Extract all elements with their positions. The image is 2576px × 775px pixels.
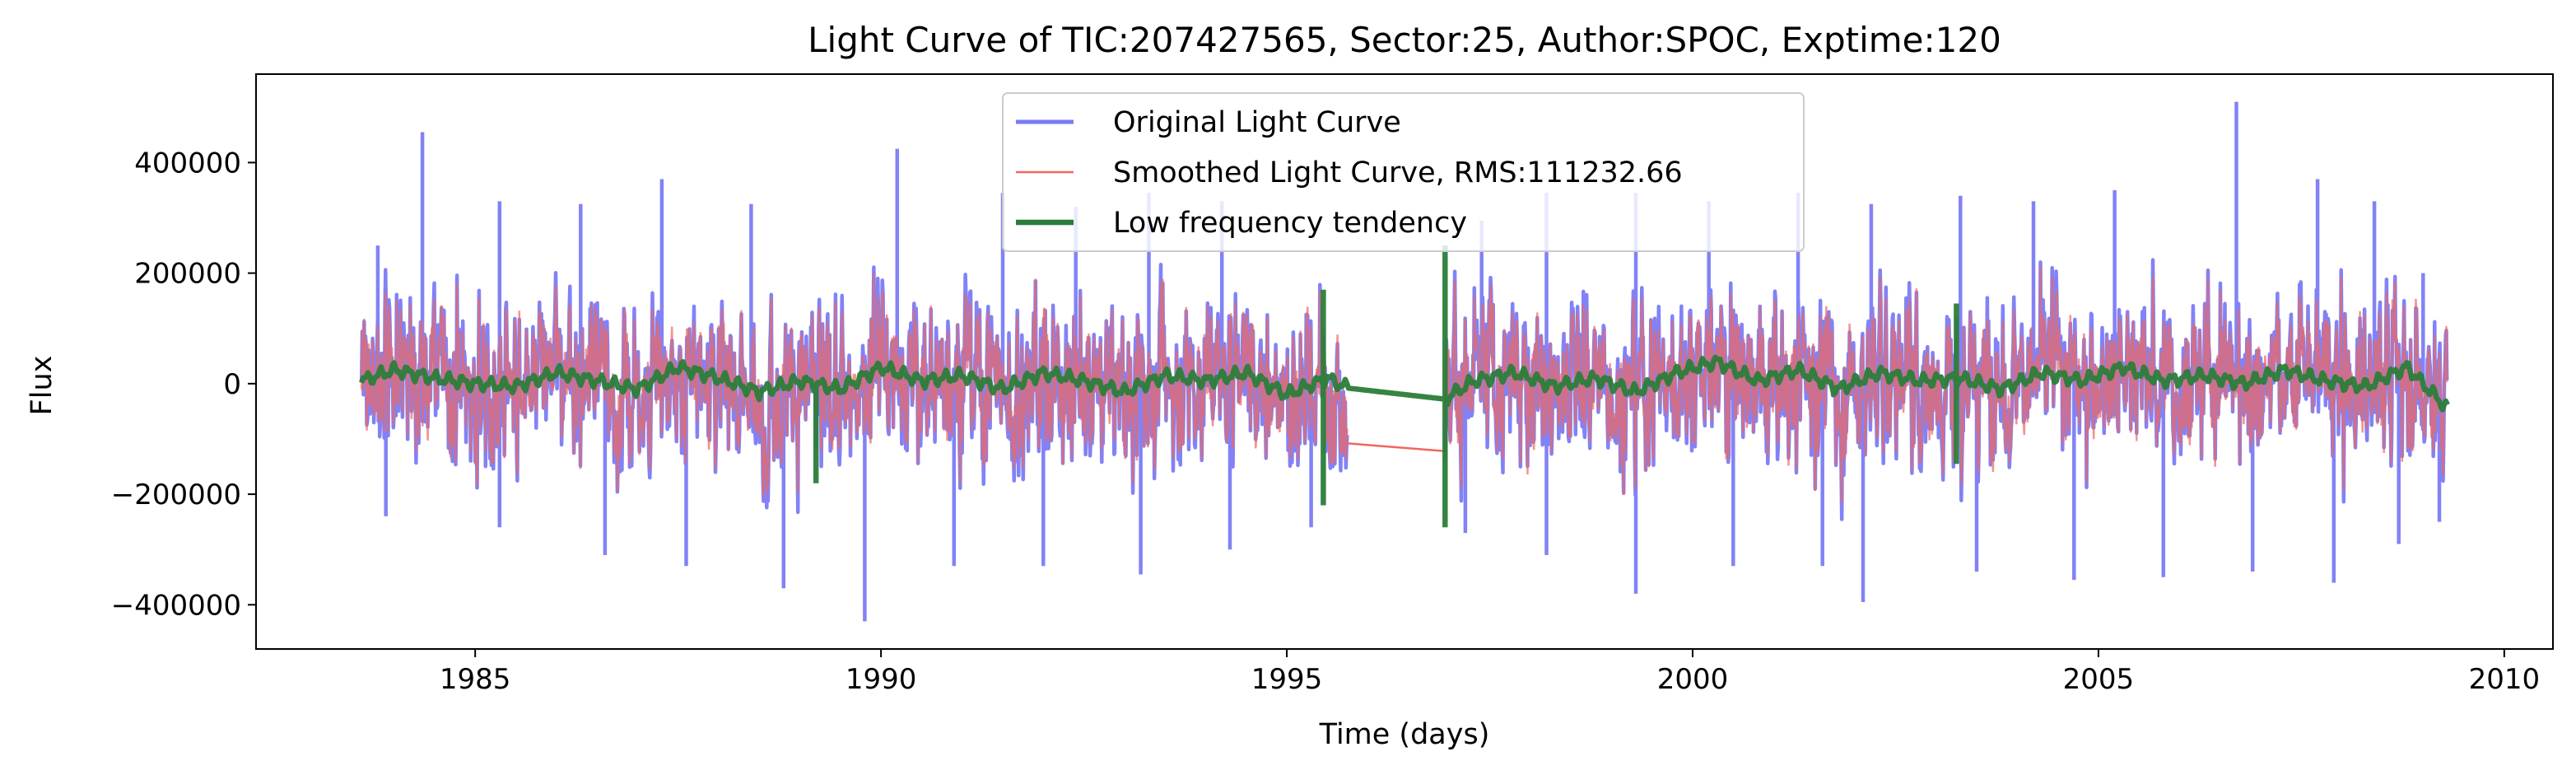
plot-frame (255, 73, 2554, 650)
legend-entry-trend: Low frequency tendency (1016, 207, 1467, 240)
legend-entry-original: Original Light Curve (1016, 106, 1401, 139)
y-tick-label: −400000 (111, 589, 241, 622)
plot-area (359, 101, 2450, 622)
x-tick-label: 2010 (2469, 663, 2541, 696)
y-tick-label: −200000 (111, 479, 241, 511)
x-axis-label: Time (days) (1319, 718, 1490, 751)
smoothed-gap-bridge-line (1347, 442, 1446, 452)
smoothed-light-curve-line (360, 265, 2448, 503)
y-tick-label: 200000 (134, 258, 241, 291)
legend-entry-smoothed: Smoothed Light Curve, RMS:111232.66 (1016, 156, 1683, 189)
legend-box (1002, 92, 1805, 252)
chart-title: Light Curve of TIC:207427565, Sector:25,… (808, 20, 2001, 60)
y-tick-label: 0 (223, 368, 241, 401)
axis-ticks: 1985 1990 1995 2000 2005 2010 −400000 −200000 0 2… (111, 147, 2540, 696)
y-tick-label: 400000 (134, 147, 241, 180)
legend: Original Light Curve Smoothed Light Curve… (1002, 92, 1805, 252)
legend-label: Original Light Curve (1113, 106, 1401, 139)
x-tick-label: 1990 (845, 663, 917, 696)
x-tick-label: 2005 (2063, 663, 2135, 696)
legend-label: Low frequency tendency (1113, 207, 1467, 240)
legend-label: Smoothed Light Curve, RMS:111232.66 (1113, 156, 1683, 189)
x-tick-label: 1985 (440, 663, 511, 696)
y-axis-label: Flux (26, 356, 58, 416)
low-frequency-tendency-line (359, 245, 2450, 528)
x-tick-label: 1995 (1251, 663, 1323, 696)
x-tick-label: 2000 (1657, 663, 1729, 696)
